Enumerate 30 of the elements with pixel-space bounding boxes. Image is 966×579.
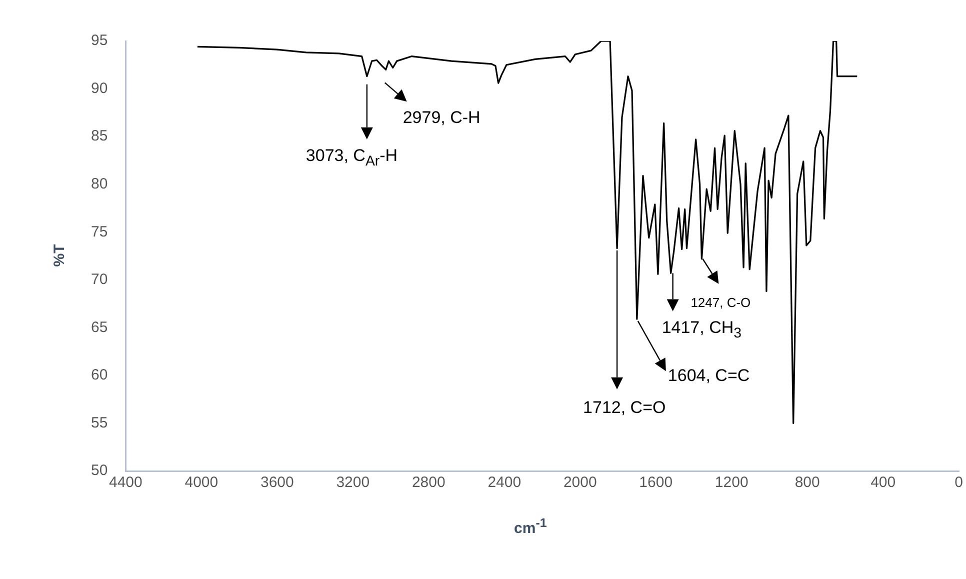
y-tick-label: 95	[90, 32, 108, 50]
x-tick-label: 400	[870, 474, 896, 492]
y-tick-label: 90	[90, 80, 108, 97]
y-tick-label: 65	[90, 318, 108, 336]
annotation: 2979, C-H	[402, 108, 480, 127]
y-tick-label: 85	[90, 128, 108, 145]
x-tick-label: 2800	[412, 474, 446, 492]
x-tick-label: 3600	[260, 474, 294, 492]
x-tick-label: 1200	[714, 474, 748, 492]
x-tick-label: 4000	[184, 474, 218, 492]
x-tick-label: 800	[794, 474, 820, 492]
y-tick-label: 50	[90, 462, 108, 480]
y-tick-label: 60	[90, 366, 108, 384]
annotation: 1604, C=C	[668, 366, 750, 386]
x-tick-label: 0	[954, 474, 963, 492]
annotation: 1247, C-O	[690, 294, 751, 310]
x-tick-label: 2400	[488, 474, 522, 492]
x-tick-label: 3200	[336, 474, 370, 492]
y-tick-label: 75	[90, 223, 108, 240]
x-tick-label: 4400	[108, 474, 142, 492]
y-tick-label: 80	[90, 175, 108, 192]
y-tick-label: 70	[90, 271, 108, 288]
x-tick-label: 2000	[563, 474, 597, 492]
y-axis-title: %T	[50, 244, 68, 267]
annotation: 1417, CH$_{3}$	[662, 318, 742, 342]
x-tick-label: 1600	[639, 474, 673, 492]
x-axis-title: cm$^{-1}$	[514, 516, 547, 537]
annotation: 1712, C=O	[583, 398, 666, 418]
annotation: 3073, C$_{Ar}$-H	[306, 146, 398, 170]
y-tick-label: 55	[90, 414, 108, 432]
